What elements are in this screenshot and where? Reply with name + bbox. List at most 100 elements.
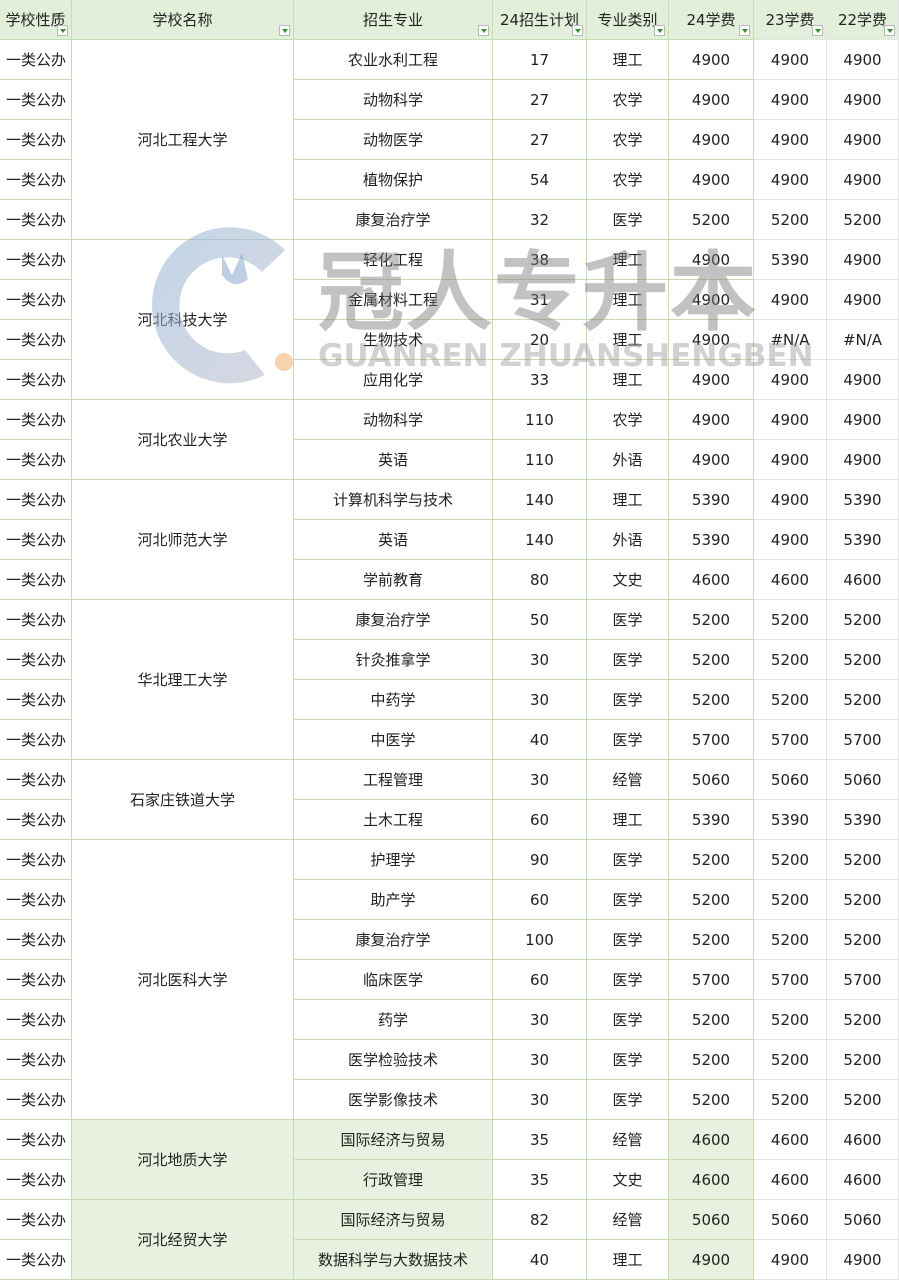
fee-24: 4600 [669, 1120, 754, 1160]
plan: 90 [493, 840, 587, 880]
major: 计算机科学与技术 [294, 480, 493, 520]
fee-24: 5200 [669, 1000, 754, 1040]
major: 学前教育 [294, 560, 493, 600]
plan: 40 [493, 720, 587, 760]
fee-22: 4900 [827, 120, 899, 160]
category: 理工 [587, 240, 669, 280]
major: 医学检验技术 [294, 1040, 493, 1080]
category: 外语 [587, 520, 669, 560]
plan: 60 [493, 800, 587, 840]
fee-22: 5200 [827, 840, 899, 880]
plan: 60 [493, 880, 587, 920]
plan: 30 [493, 1080, 587, 1120]
fee-23: 5200 [754, 880, 827, 920]
plan: 30 [493, 1040, 587, 1080]
school-type: 一类公办 [0, 720, 72, 760]
filter-button[interactable] [572, 25, 583, 36]
fee-23: 4900 [754, 160, 827, 200]
fee-22: 5200 [827, 640, 899, 680]
fee-24: 5390 [669, 480, 754, 520]
fee-23: 5700 [754, 960, 827, 1000]
filter-button[interactable] [739, 25, 750, 36]
school-name: 河北农业大学 [72, 400, 294, 480]
category: 医学 [587, 720, 669, 760]
fee-22: 4900 [827, 1240, 899, 1280]
fee-22: 4900 [827, 360, 899, 400]
school-type: 一类公办 [0, 960, 72, 1000]
fee-24: 5700 [669, 960, 754, 1000]
plan: 32 [493, 200, 587, 240]
category: 理工 [587, 1240, 669, 1280]
school-type: 一类公办 [0, 1240, 72, 1280]
fee-22: 5200 [827, 880, 899, 920]
major: 康复治疗学 [294, 600, 493, 640]
fee-24: 4900 [669, 80, 754, 120]
fee-23: 5060 [754, 1200, 827, 1240]
major: 土木工程 [294, 800, 493, 840]
fee-23: 5200 [754, 1080, 827, 1120]
school-type: 一类公办 [0, 1000, 72, 1040]
fee-24: 4600 [669, 560, 754, 600]
category: 理工 [587, 40, 669, 80]
fee-24: 4900 [669, 160, 754, 200]
fee-24: 4900 [669, 360, 754, 400]
filter-button[interactable] [279, 25, 290, 36]
major: 中医学 [294, 720, 493, 760]
school-type: 一类公办 [0, 1080, 72, 1120]
filter-button[interactable] [654, 25, 665, 36]
school-type: 一类公办 [0, 800, 72, 840]
fee-24: 5200 [669, 600, 754, 640]
fee-23: 4900 [754, 360, 827, 400]
fee-24: 5200 [669, 680, 754, 720]
category: 农学 [587, 160, 669, 200]
fee-22: #N/A [827, 320, 899, 360]
school-type: 一类公办 [0, 360, 72, 400]
school-type: 一类公办 [0, 80, 72, 120]
plan: 30 [493, 1000, 587, 1040]
header-cell: 23学费 [754, 0, 827, 40]
category: 经管 [587, 760, 669, 800]
category: 理工 [587, 280, 669, 320]
fee-24: 4900 [669, 120, 754, 160]
category: 理工 [587, 480, 669, 520]
major: 药学 [294, 1000, 493, 1040]
fee-22: 4900 [827, 160, 899, 200]
plan: 38 [493, 240, 587, 280]
major: 针灸推拿学 [294, 640, 493, 680]
fee-24: 5700 [669, 720, 754, 760]
filter-button[interactable] [812, 25, 823, 36]
major: 护理学 [294, 840, 493, 880]
category: 农学 [587, 120, 669, 160]
school-name: 河北师范大学 [72, 480, 294, 600]
fee-24: 4900 [669, 440, 754, 480]
major: 动物科学 [294, 80, 493, 120]
filter-button[interactable] [884, 25, 895, 36]
fee-23: 5060 [754, 760, 827, 800]
major: 应用化学 [294, 360, 493, 400]
filter-button[interactable] [478, 25, 489, 36]
school-name: 河北医科大学 [72, 840, 294, 1120]
school-type: 一类公办 [0, 440, 72, 480]
category: 外语 [587, 440, 669, 480]
major: 行政管理 [294, 1160, 493, 1200]
fee-24: 4900 [669, 40, 754, 80]
school-name: 石家庄铁道大学 [72, 760, 294, 840]
filter-button[interactable] [57, 25, 68, 36]
fee-22: 5390 [827, 800, 899, 840]
fee-23: 4900 [754, 520, 827, 560]
fee-22: 4900 [827, 80, 899, 120]
major: 医学影像技术 [294, 1080, 493, 1120]
school-type: 一类公办 [0, 1160, 72, 1200]
major: 康复治疗学 [294, 200, 493, 240]
category: 理工 [587, 360, 669, 400]
fee-24: 5200 [669, 1040, 754, 1080]
category: 医学 [587, 200, 669, 240]
plan: 82 [493, 1200, 587, 1240]
major: 农业水利工程 [294, 40, 493, 80]
school-type: 一类公办 [0, 320, 72, 360]
category: 医学 [587, 920, 669, 960]
fee-24: 5200 [669, 920, 754, 960]
fee-22: 4600 [827, 1160, 899, 1200]
fee-24: 5200 [669, 880, 754, 920]
fee-24: 5200 [669, 1080, 754, 1120]
